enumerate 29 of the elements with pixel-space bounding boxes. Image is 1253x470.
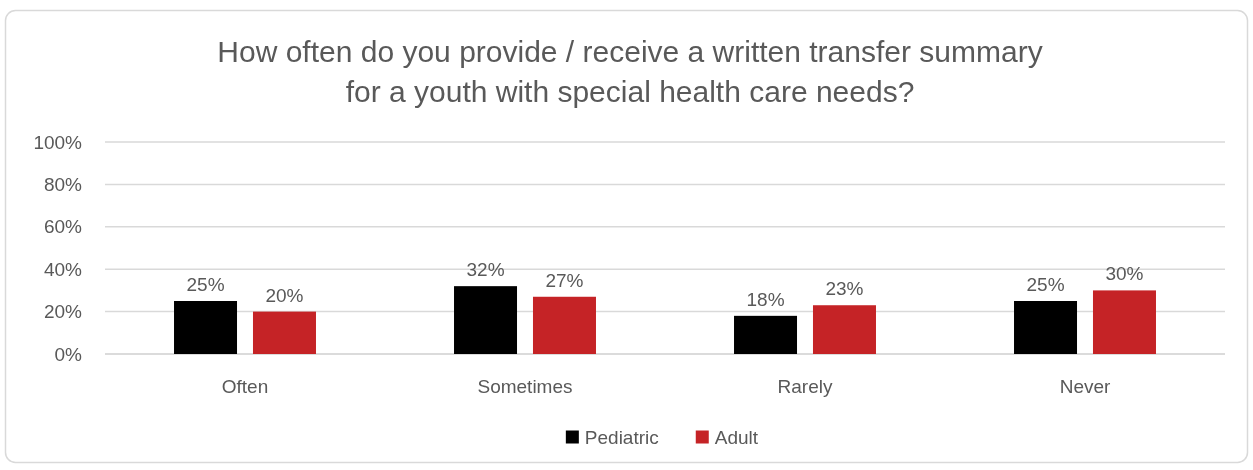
y-tick-label: 0% [54, 343, 83, 365]
legend-label: Pediatric [584, 426, 659, 448]
y-tick-label: 60% [43, 216, 83, 238]
bar [174, 301, 238, 354]
bar [454, 286, 518, 354]
bar [1092, 290, 1156, 354]
bar [734, 315, 798, 354]
bar [1014, 301, 1078, 354]
bar [812, 305, 876, 354]
data-label: 23% [825, 278, 864, 300]
bar [532, 296, 596, 354]
chart-title: How often do you provide / receive a written transfer summary for a youth with special health care needs? [217, 35, 1043, 108]
x-tick-label: Sometimes [477, 376, 573, 397]
y-tick-label: 80% [43, 174, 83, 196]
data-label: 25% [1026, 274, 1065, 295]
bar [252, 311, 316, 354]
legend-label: Adult [714, 426, 759, 448]
data-label: 32% [466, 259, 505, 281]
y-tick-label: 20% [43, 301, 83, 323]
x-tick-label: Never [1059, 376, 1112, 397]
x-tick-label: Rarely [777, 376, 833, 397]
data-label: 18% [746, 288, 785, 310]
y-tick-label: 40% [43, 258, 83, 280]
y-tick-label: 100% [33, 131, 83, 153]
data-label: 25% [186, 274, 225, 295]
data-label: 20% [265, 284, 304, 306]
data-label: 27% [545, 269, 584, 291]
data-label: 30% [1105, 263, 1144, 285]
x-tick-label: Often [221, 376, 269, 397]
